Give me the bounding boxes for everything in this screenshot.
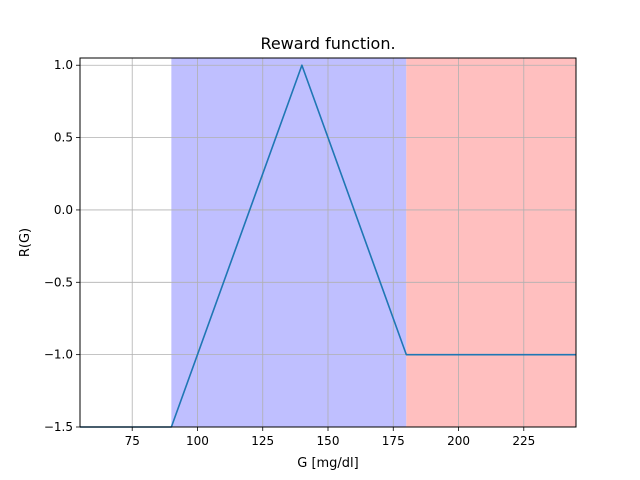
y-axis-ticks: 1.0 0.5 0.0 −0.5 −1.0 −1.5 (44, 58, 80, 434)
shaded-region-0 (171, 58, 407, 427)
y-tick-label-4: −1.0 (44, 348, 73, 362)
y-tick-label-2: 0.0 (54, 203, 73, 217)
chart-title: Reward function. (260, 34, 395, 53)
x-tick-label-3: 150 (317, 434, 340, 448)
y-axis-label: R(G) (18, 228, 33, 257)
x-tick-label-2: 125 (251, 434, 274, 448)
x-tick-label-5: 200 (447, 434, 470, 448)
x-tick-label-6: 225 (512, 434, 535, 448)
x-tick-label-0: 75 (125, 434, 140, 448)
y-tick-label-5: −1.5 (44, 420, 73, 434)
x-axis-label: G [mg/dl] (297, 456, 359, 471)
x-axis-ticks: 75 100 125 150 175 200 225 (125, 427, 535, 448)
y-tick-label-0: 1.0 (54, 58, 73, 72)
y-tick-label-3: −0.5 (44, 275, 73, 289)
shaded-region-1 (406, 58, 576, 427)
x-tick-label-4: 175 (382, 434, 405, 448)
shaded-regions (171, 58, 576, 427)
y-tick-label-1: 0.5 (54, 131, 73, 145)
x-tick-label-1: 100 (186, 434, 209, 448)
